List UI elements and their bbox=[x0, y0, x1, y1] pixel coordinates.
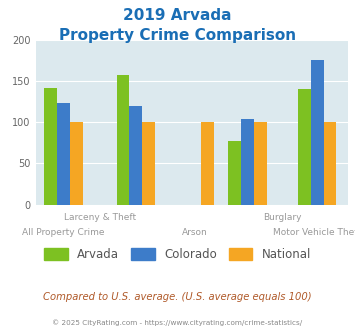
Bar bbox=[117, 75, 130, 205]
Text: All Property Crime: All Property Crime bbox=[22, 228, 105, 237]
Bar bbox=[241, 119, 254, 205]
Bar bbox=[70, 122, 83, 205]
Text: 2019 Arvada: 2019 Arvada bbox=[123, 8, 232, 23]
Text: Motor Vehicle Theft: Motor Vehicle Theft bbox=[273, 228, 355, 237]
Bar bbox=[142, 122, 155, 205]
Bar bbox=[298, 89, 311, 205]
Legend: Arvada, Colorado, National: Arvada, Colorado, National bbox=[39, 244, 316, 266]
Bar bbox=[44, 88, 57, 205]
Bar bbox=[57, 103, 70, 205]
Bar bbox=[254, 122, 267, 205]
Bar bbox=[228, 141, 241, 205]
Bar bbox=[130, 106, 142, 205]
Text: Burglary: Burglary bbox=[263, 213, 302, 222]
Bar bbox=[324, 122, 337, 205]
Text: Larceny & Theft: Larceny & Theft bbox=[64, 213, 136, 222]
Text: © 2025 CityRating.com - https://www.cityrating.com/crime-statistics/: © 2025 CityRating.com - https://www.city… bbox=[53, 319, 302, 326]
Text: Arson: Arson bbox=[182, 228, 207, 237]
Bar bbox=[201, 122, 214, 205]
Text: Property Crime Comparison: Property Crime Comparison bbox=[59, 28, 296, 43]
Bar bbox=[311, 60, 324, 205]
Text: Compared to U.S. average. (U.S. average equals 100): Compared to U.S. average. (U.S. average … bbox=[43, 292, 312, 302]
